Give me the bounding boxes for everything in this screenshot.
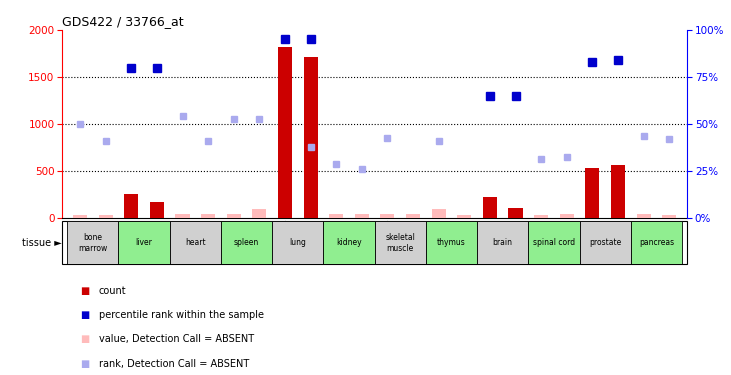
Bar (662, 214, 676, 217)
Text: lung: lung (289, 238, 306, 248)
Bar (431, 209, 446, 218)
Bar (631, 221, 682, 264)
Text: spleen: spleen (234, 238, 260, 248)
Text: prostate: prostate (589, 238, 621, 248)
Bar (637, 214, 651, 217)
Text: count: count (99, 286, 126, 296)
Text: brain: brain (493, 238, 512, 248)
Bar (99, 214, 113, 217)
Bar (426, 221, 477, 264)
Text: spinal cord: spinal cord (533, 238, 575, 248)
Bar (118, 221, 170, 264)
Bar (227, 214, 240, 217)
Text: percentile rank within the sample: percentile rank within the sample (99, 310, 264, 320)
Text: value, Detection Call = ABSENT: value, Detection Call = ABSENT (99, 334, 254, 344)
Bar (375, 221, 426, 264)
Text: GDS422 / 33766_at: GDS422 / 33766_at (62, 15, 183, 28)
Bar (67, 221, 118, 264)
Text: rank, Detection Call = ABSENT: rank, Detection Call = ABSENT (99, 359, 249, 369)
Bar (477, 221, 529, 264)
Text: thymus: thymus (437, 238, 466, 248)
Bar (303, 214, 318, 217)
Text: ■: ■ (80, 359, 90, 369)
Bar (221, 221, 272, 264)
Text: liver: liver (136, 238, 153, 248)
Bar (170, 221, 221, 264)
Text: ■: ■ (80, 286, 90, 296)
Bar (534, 214, 548, 217)
Bar (529, 221, 580, 264)
Bar (303, 57, 318, 217)
Text: tissue ►: tissue ► (22, 238, 61, 248)
Bar (175, 214, 189, 217)
Bar (580, 221, 631, 264)
Text: pancreas: pancreas (639, 238, 674, 248)
Bar (278, 47, 292, 217)
Bar (586, 168, 599, 217)
Bar (201, 214, 215, 217)
Text: bone
marrow: bone marrow (78, 233, 107, 252)
Bar (380, 214, 395, 217)
Bar (483, 197, 497, 217)
Text: heart: heart (185, 238, 205, 248)
Bar (611, 165, 625, 218)
Text: ■: ■ (80, 310, 90, 320)
Bar (252, 209, 266, 218)
Bar (355, 214, 369, 217)
Bar (560, 214, 574, 217)
Text: kidney: kidney (336, 238, 362, 248)
Text: ■: ■ (80, 334, 90, 344)
Bar (272, 221, 323, 264)
Bar (509, 208, 523, 218)
Text: skeletal
muscle: skeletal muscle (385, 233, 415, 252)
Bar (329, 214, 344, 217)
Bar (150, 202, 164, 217)
Bar (73, 214, 87, 217)
Bar (406, 214, 420, 217)
Bar (458, 214, 471, 217)
Bar (323, 221, 375, 264)
Bar (124, 194, 138, 217)
